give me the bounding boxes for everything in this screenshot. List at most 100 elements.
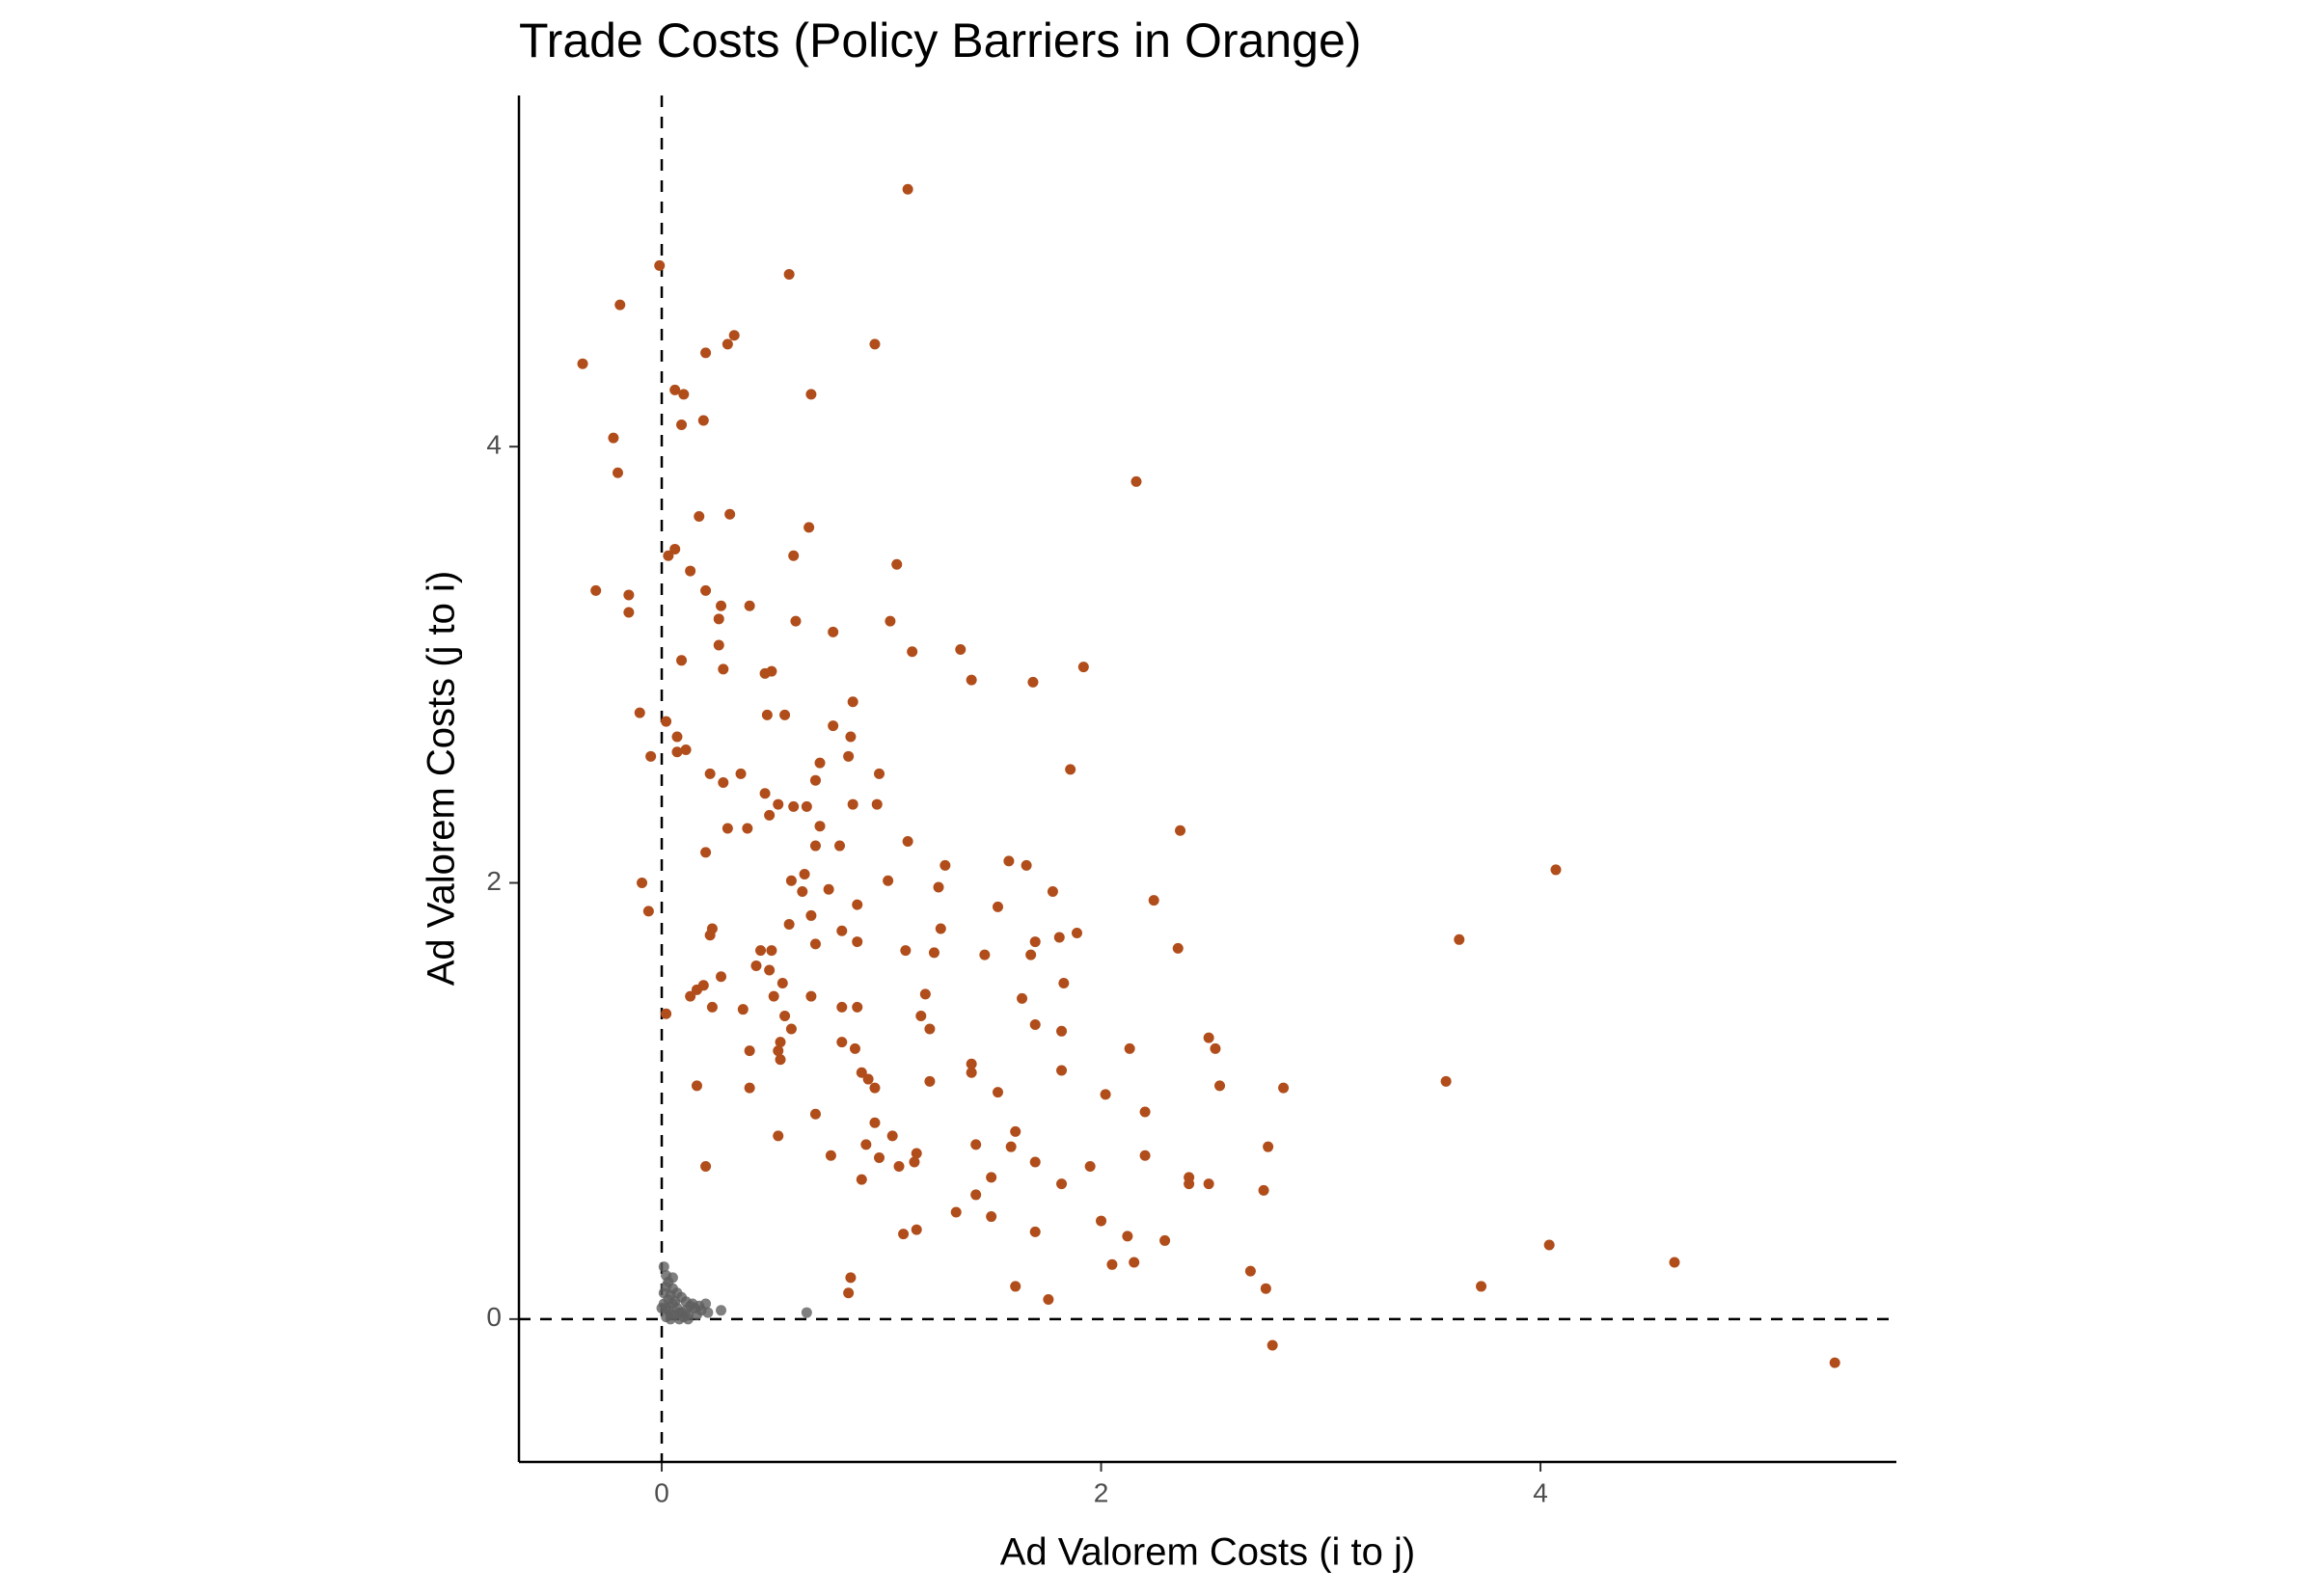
point [911,1224,922,1235]
point [801,1307,812,1318]
point [728,330,740,341]
point [773,1130,784,1142]
point [775,1037,786,1048]
point [694,511,705,523]
point [1263,1141,1274,1152]
point [966,1058,977,1069]
point [750,960,762,971]
point [785,1023,797,1035]
point [1172,942,1184,954]
point [909,1156,920,1168]
point [761,709,773,720]
point [759,788,771,799]
point [785,875,797,886]
point [845,1272,857,1284]
point [637,877,648,888]
point [1244,1265,1256,1277]
point [1550,864,1562,876]
point [661,1281,672,1292]
point [718,663,729,675]
point [713,639,724,651]
point [669,1296,681,1308]
point [1003,855,1015,867]
point [682,1313,694,1325]
x-axis-label: Ad Valorem Costs (i to j) [1000,1531,1416,1574]
point [706,1001,718,1013]
point [825,1150,836,1161]
point [847,696,858,708]
point [856,1067,867,1078]
point [691,1080,702,1092]
point [735,768,747,779]
point [673,1313,685,1325]
point [667,1272,678,1284]
point [1047,886,1058,898]
point [992,901,1003,912]
point [779,709,791,720]
point [645,750,657,762]
point [713,613,724,625]
point [755,945,767,957]
point [722,338,733,350]
point [1124,1042,1135,1054]
point [676,655,688,666]
point [849,1042,860,1054]
point [685,990,696,1002]
point [623,589,635,601]
point [902,183,913,195]
point [783,268,795,280]
point [805,990,817,1002]
point [702,1307,714,1318]
point [1130,475,1142,487]
point [856,1174,867,1185]
point [1278,1082,1290,1094]
point [1017,992,1028,1004]
point [764,809,776,821]
point [1056,1025,1068,1037]
point [1056,1178,1068,1190]
point [773,798,784,810]
point [658,1261,669,1273]
point [1077,662,1089,673]
point [803,522,815,533]
point [1260,1283,1271,1294]
point [1058,978,1070,989]
point [862,1073,874,1085]
point [766,945,777,957]
point [1122,1231,1133,1242]
point [933,881,944,893]
point [955,643,967,655]
point [869,338,881,350]
point [809,938,821,950]
point [950,1206,962,1218]
point [852,936,863,948]
point [805,389,817,400]
point [1476,1281,1487,1292]
point [788,800,800,812]
point [671,746,683,758]
point [661,716,672,727]
point [966,1067,977,1078]
point [1071,928,1082,939]
point [1029,1156,1041,1168]
point [1203,1178,1214,1190]
point [744,1082,755,1094]
point [590,584,602,596]
point [716,1305,727,1316]
point [1214,1080,1226,1092]
point [940,859,951,871]
point [809,840,821,852]
point [843,750,855,762]
point [1056,1065,1068,1076]
point [970,1189,982,1201]
point [716,600,727,611]
point [843,1287,855,1299]
point [700,1161,712,1173]
point [680,1305,692,1316]
point [805,909,817,921]
point [1543,1239,1555,1251]
point [801,800,812,812]
point [1084,1161,1096,1173]
point [773,1045,784,1057]
